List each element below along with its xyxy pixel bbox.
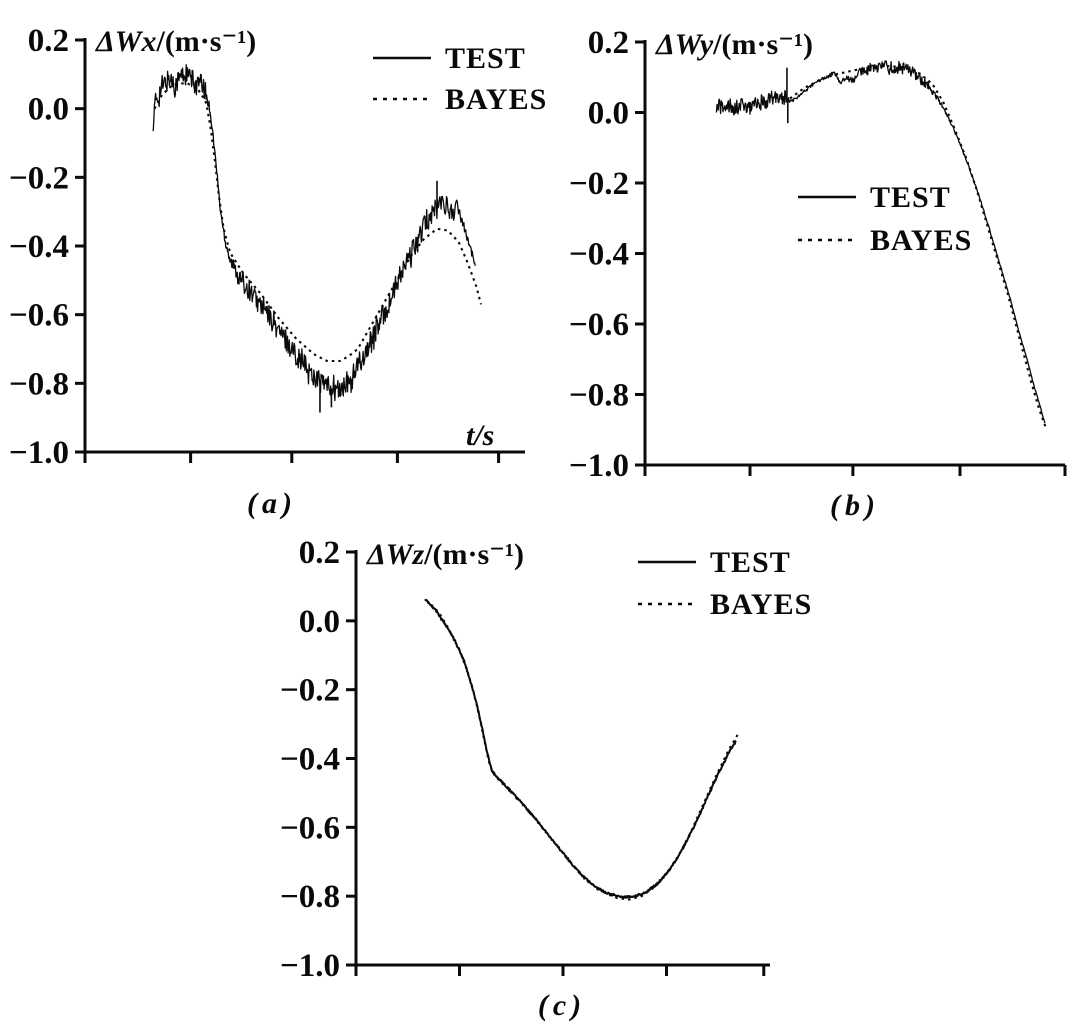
chart-b: 0.2 0.0 −0.2 −0.4 −0.6 −0.8 −1.0 ΔWy/(m·s⁻¹) TES… — [569, 25, 1067, 484]
y-tick-label: 0.0 — [28, 92, 69, 128]
y-tick-label: −0.6 — [280, 810, 340, 846]
series-test-line — [424, 598, 737, 900]
legend-item-bayes: BAYES — [638, 588, 812, 621]
y-tick-label: −1.0 — [9, 435, 69, 471]
legend: TEST BAYES — [373, 42, 547, 116]
legend: TEST BAYES — [638, 546, 812, 621]
y-tick-label: −0.8 — [280, 879, 340, 915]
y-tick-label: −0.4 — [280, 742, 340, 778]
y-tick-label: 0.2 — [588, 25, 629, 61]
y-tick-label: −0.4 — [9, 229, 69, 265]
panel-caption-a: (a) — [247, 487, 297, 520]
legend-label: TEST — [710, 546, 791, 579]
axis-label-x: t/s — [466, 419, 494, 452]
y-tick-label: −0.2 — [569, 166, 629, 202]
y-tick-label: −0.6 — [9, 298, 69, 334]
legend-item-bayes: BAYES — [798, 224, 972, 257]
y-tick-label: −0.2 — [280, 673, 340, 709]
series-test-line — [152, 64, 476, 402]
chart-c: 0.2 0.0 −0.2 −0.4 −0.6 −0.8 −1.0 ΔWz/(m·s⁻¹) TES… — [280, 535, 812, 984]
y-tick-label: −0.8 — [9, 366, 69, 402]
legend-item-test: TEST — [798, 181, 951, 214]
axis-label-y: ΔWx/(m·s⁻¹) — [95, 25, 256, 58]
series-bayes-line — [425, 599, 740, 901]
panel-caption-b: (b) — [830, 489, 880, 522]
y-tick-label: −0.8 — [569, 378, 629, 414]
legend: TEST BAYES — [798, 181, 972, 257]
y-tick-label: −1.0 — [569, 448, 629, 484]
y-tick-label: −0.4 — [569, 237, 629, 273]
y-tick-label: 0.0 — [588, 96, 629, 132]
legend-item-test: TEST — [638, 546, 791, 579]
legend-item-test: TEST — [373, 42, 526, 75]
legend-label: TEST — [445, 42, 526, 75]
legend-label: TEST — [870, 181, 951, 214]
y-tick-label: 0.2 — [28, 23, 69, 59]
legend-label: BAYES — [710, 588, 812, 621]
axis-label-y: ΔWz/(m·s⁻¹) — [366, 538, 524, 571]
chart-a: 0.2 0.0 −0.2 −0.4 −0.6 −0.8 −1.0 ΔWx/(m·s⁻¹) t/s… — [9, 23, 547, 471]
y-tick-label: −0.6 — [569, 307, 629, 343]
y-tick-label: −0.2 — [9, 160, 69, 196]
axis-label-y: ΔWy/(m·s⁻¹) — [655, 28, 813, 61]
y-tick-label: −1.0 — [280, 948, 340, 984]
legend-label: BAYES — [445, 83, 547, 116]
y-tick-label: 0.2 — [299, 535, 340, 571]
y-tick-label: 0.0 — [299, 604, 340, 640]
legend-label: BAYES — [870, 224, 972, 257]
panel-caption-c: (c) — [537, 989, 587, 1022]
legend-item-bayes: BAYES — [373, 83, 547, 116]
